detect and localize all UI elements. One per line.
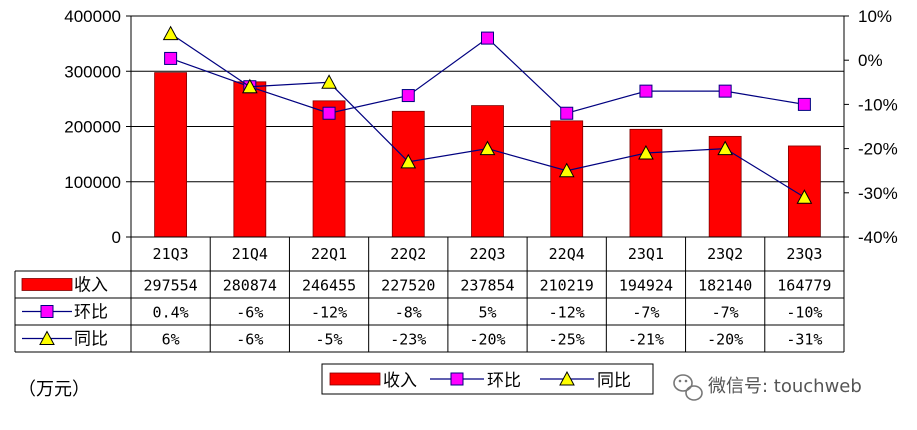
qoq-point-22Q4 — [560, 106, 574, 120]
left-tick-label: 400000 — [64, 7, 121, 26]
right-tick-label: -30% — [858, 184, 898, 203]
table-cell: -6% — [236, 331, 263, 349]
left-tick-label: 200000 — [64, 118, 121, 137]
row-key-revenue — [21, 278, 73, 291]
bar-22Q1 — [312, 100, 346, 238]
table-cell: -12% — [311, 304, 347, 322]
table-cell: -8% — [395, 304, 422, 322]
bar-21Q3 — [154, 72, 188, 238]
legend: 收入 环比 同比 — [321, 363, 654, 395]
table-cell: 194924 — [619, 277, 673, 295]
right-tick-label: 0% — [858, 51, 883, 70]
table-cell: -21% — [628, 331, 664, 349]
bar-22Q3 — [471, 105, 504, 238]
left-tick-label: 0 — [112, 228, 121, 247]
category-label-21Q3: 21Q3 — [153, 245, 189, 263]
table-cell: 246455 — [302, 277, 356, 295]
legend-key-yoy — [559, 370, 575, 386]
table-cell: 5% — [478, 304, 496, 322]
qoq-point-23Q3 — [797, 97, 811, 111]
left-tick-label: 100000 — [64, 173, 121, 192]
yoy-point-21Q3 — [162, 25, 179, 41]
table-cell: -10% — [786, 304, 822, 322]
yoy-point-22Q1 — [321, 74, 337, 89]
yoy-point-22Q3 — [479, 140, 496, 156]
row-key-triangle — [39, 330, 55, 345]
table-cell: -25% — [549, 331, 585, 349]
qoq-point-21Q3 — [164, 51, 178, 65]
category-label-23Q2: 23Q2 — [707, 245, 743, 263]
right-tick-label: -20% — [858, 140, 898, 159]
bar-21Q4 — [233, 81, 267, 238]
watermark-text: 微信号: touchweb — [708, 376, 862, 397]
legend-label-revenue: 收入 — [383, 371, 417, 391]
table-cell: 164779 — [777, 277, 831, 295]
left-tick-label: 300000 — [64, 62, 121, 81]
row-label: 同比 — [74, 330, 108, 350]
table-cell: -31% — [786, 331, 822, 349]
yoy-point-21Q4 — [241, 78, 258, 94]
category-label-21Q4: 21Q4 — [232, 245, 268, 263]
category-label-23Q3: 23Q3 — [786, 245, 822, 263]
category-label-22Q4: 22Q4 — [549, 245, 585, 263]
qoq-point-22Q1 — [322, 106, 336, 120]
table-cell: 227520 — [381, 277, 435, 295]
table-cell: -12% — [549, 304, 585, 322]
unit-label: （万元） — [18, 379, 90, 400]
table-cell: 297554 — [144, 277, 198, 295]
table-cell: -5% — [316, 331, 343, 349]
category-label-22Q1: 22Q1 — [311, 245, 347, 263]
yoy-point-22Q2 — [400, 153, 417, 169]
table-cell: -23% — [390, 331, 426, 349]
bar-22Q4 — [550, 120, 584, 238]
table-cell: -6% — [236, 304, 263, 322]
wechat-icon — [673, 374, 703, 401]
table-cell: 0.4% — [153, 304, 189, 322]
table-cell: 182140 — [698, 277, 752, 295]
yoy-point-23Q2 — [717, 140, 734, 156]
table-cell: 280874 — [223, 277, 277, 295]
category-label-22Q3: 22Q3 — [469, 245, 505, 263]
table-cell: 6% — [162, 331, 180, 349]
yoy-point-23Q1 — [638, 144, 654, 160]
right-tick-label: -10% — [858, 95, 898, 114]
axes: 0 100000 200000 300000 400000 -40% -30% -20% -10… — [64, 7, 897, 247]
table-cell: 237854 — [460, 277, 514, 295]
data-table: 21Q3 21Q4 22Q1 22Q2 22Q3 22Q4 23Q1 23Q2 23Q3 收入 29… — [14, 236, 845, 353]
qoq-point-22Q3 — [481, 31, 494, 45]
qoq-point-22Q2 — [401, 89, 415, 103]
right-tick-label: 10% — [858, 7, 892, 26]
row-label: 环比 — [74, 303, 108, 323]
table-cell: -7% — [712, 304, 739, 322]
right-tick-label: -40% — [858, 228, 898, 247]
qoq-point-23Q2 — [718, 84, 732, 98]
legend-key-revenue — [329, 372, 381, 386]
percentage-lines — [162, 25, 813, 204]
legend-label-yoy: 同比 — [597, 371, 631, 391]
category-label-23Q1: 23Q1 — [628, 245, 664, 263]
table-cell: -20% — [707, 331, 743, 349]
table-cell: -7% — [632, 304, 659, 322]
bar-22Q2 — [391, 110, 425, 238]
yoy-point-22Q4 — [558, 162, 575, 178]
yoy-point-23Q3 — [796, 189, 813, 204]
category-label-22Q2: 22Q2 — [390, 245, 426, 263]
watermark: 微信号: touchweb — [673, 374, 862, 401]
revenue-bars — [154, 72, 821, 238]
table-cell: 210219 — [540, 277, 594, 295]
row-key-square — [40, 305, 54, 318]
table-cell: -20% — [469, 331, 505, 349]
qoq-point-23Q1 — [639, 84, 653, 98]
row-label: 收入 — [74, 276, 108, 296]
legend-key-qoq — [450, 372, 464, 386]
legend-label-qoq: 环比 — [487, 371, 521, 391]
